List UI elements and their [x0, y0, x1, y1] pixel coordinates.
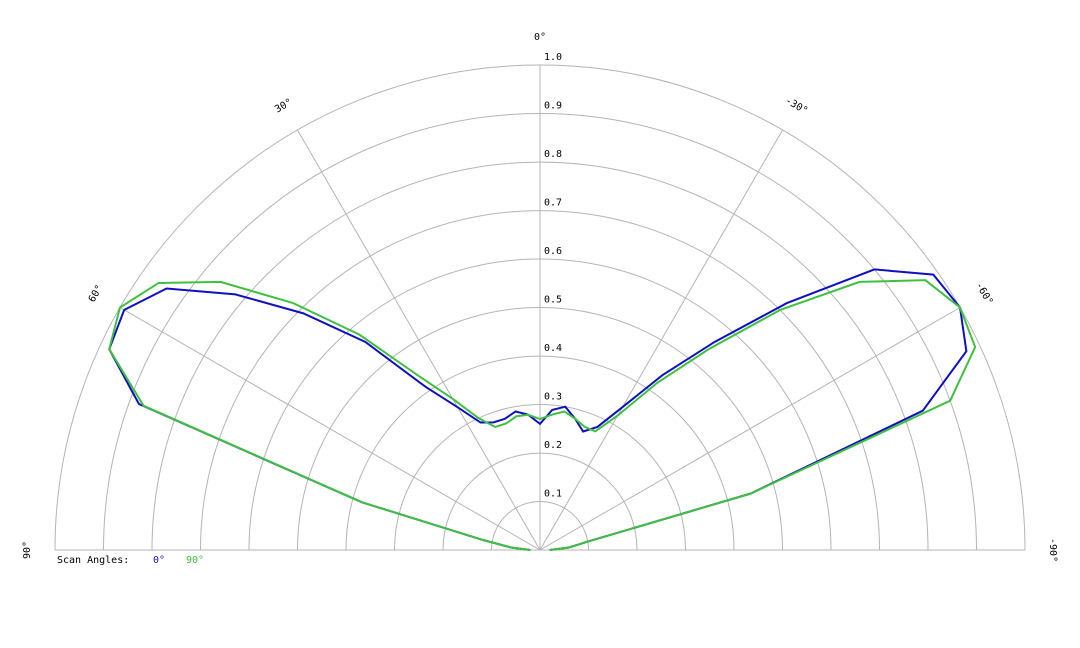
- angle-tick-label: 0°: [534, 32, 546, 43]
- r-tick-label: 0.7: [544, 198, 562, 209]
- angle-tick-label: 60°: [87, 283, 106, 304]
- r-tick-label: 0.8: [544, 149, 562, 160]
- angle-tick-label: -90°: [1047, 538, 1058, 562]
- angle-tick-label: -60°: [973, 281, 995, 307]
- r-tick-label: 0.1: [544, 489, 562, 500]
- grid-spoke: [297, 129, 541, 551]
- grid-spoke: [539, 129, 783, 551]
- angle-tick-label: -30°: [783, 95, 809, 117]
- series-line: [108, 268, 968, 551]
- series-line: [108, 279, 977, 551]
- legend-entry: 0°: [153, 555, 165, 566]
- r-tick-label: 0.9: [544, 101, 562, 112]
- grid-spoke: [119, 307, 541, 551]
- r-tick-label: 0.3: [544, 392, 562, 403]
- r-tick-label: 0.4: [544, 343, 562, 354]
- legend-title: Scan Angles:: [57, 555, 129, 566]
- r-tick-label: 0.5: [544, 295, 562, 306]
- angle-tick-label: 90°: [22, 541, 33, 559]
- r-tick-label: 0.2: [544, 440, 562, 451]
- grid-spoke: [539, 307, 961, 551]
- angle-tick-label: 30°: [273, 97, 294, 116]
- r-tick-label: 0.6: [544, 246, 562, 257]
- legend-entry: 90°: [186, 555, 204, 566]
- r-tick-label: 1.0: [544, 52, 562, 63]
